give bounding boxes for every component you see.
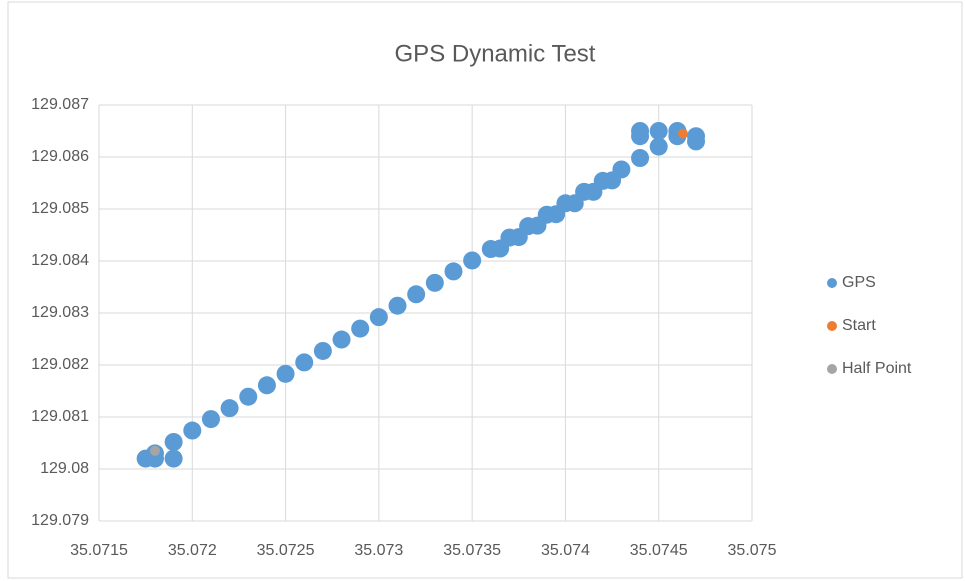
y-tick-label: 129.084: [31, 252, 89, 269]
y-tick-label: 129.081: [31, 408, 89, 425]
x-tick-label: 35.073: [354, 542, 403, 559]
y-tick-label: 129.085: [31, 200, 89, 217]
x-tick-label: 35.074: [541, 542, 590, 559]
point: [164, 432, 183, 451]
x-tick-label: 35.0725: [257, 542, 315, 559]
point: [149, 445, 160, 456]
point: [201, 410, 220, 429]
point: [444, 262, 463, 281]
y-tick-label: 129.08: [40, 460, 89, 477]
point: [491, 239, 510, 258]
y-tick-label: 129.086: [31, 148, 89, 165]
x-tick-label: 35.0715: [70, 542, 128, 559]
point: [257, 376, 276, 395]
point: [239, 387, 258, 406]
point: [677, 128, 688, 139]
legend-marker: [827, 364, 837, 374]
point: [295, 353, 314, 372]
x-tick-label: 35.072: [168, 542, 217, 559]
y-tick-label: 129.082: [31, 356, 89, 373]
point: [687, 127, 706, 146]
chart-title: GPS Dynamic Test: [395, 40, 596, 67]
y-tick-label: 129.079: [31, 512, 89, 529]
x-tick-label: 35.075: [728, 542, 777, 559]
legend-marker: [827, 278, 837, 288]
point: [313, 341, 332, 360]
x-tick-label: 35.0745: [630, 542, 688, 559]
legend-marker: [827, 321, 837, 331]
point: [631, 127, 650, 146]
point: [164, 449, 183, 468]
point: [584, 182, 603, 201]
point: [220, 399, 239, 418]
point: [631, 149, 650, 168]
point: [528, 216, 547, 235]
point: [547, 205, 566, 224]
point: [649, 137, 668, 156]
y-tick-label: 129.083: [31, 304, 89, 321]
legend-label: Start: [842, 317, 876, 334]
point: [183, 421, 202, 440]
point: [509, 228, 528, 247]
point: [276, 364, 295, 383]
legend-label: GPS: [842, 274, 876, 291]
point: [649, 122, 668, 140]
point: [388, 296, 407, 315]
point: [425, 273, 444, 292]
legend-label: Half Point: [842, 360, 912, 377]
point: [369, 308, 388, 327]
point: [351, 319, 370, 338]
point: [603, 171, 622, 190]
point: [463, 251, 482, 270]
x-tick-label: 35.0735: [443, 542, 501, 559]
point: [332, 330, 351, 349]
point: [407, 285, 426, 304]
chart-frame: [7, 1, 963, 579]
y-tick-label: 129.087: [31, 96, 89, 113]
point: [565, 194, 584, 213]
